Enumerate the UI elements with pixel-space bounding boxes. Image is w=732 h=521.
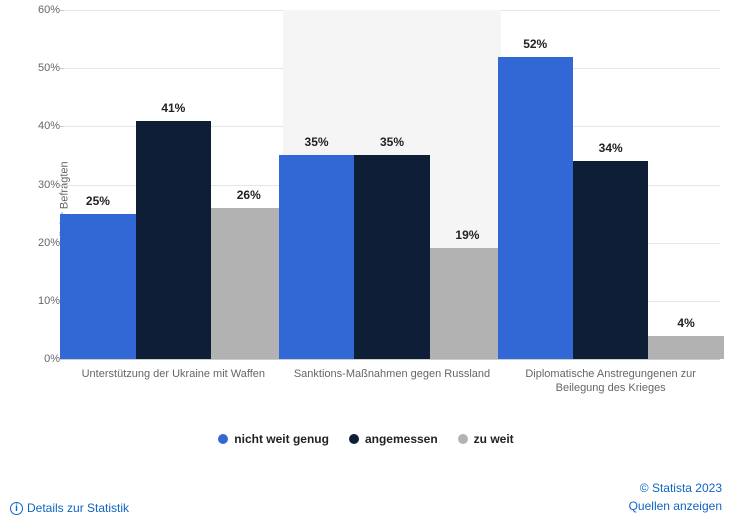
y-tick-mark bbox=[60, 10, 64, 11]
y-tick-label: 50% bbox=[32, 62, 60, 74]
x-category-label: Sanktions-Maßnahmen gegen Russland bbox=[283, 359, 502, 381]
bar-value-label: 35% bbox=[354, 135, 429, 155]
legend-label: nicht weit genug bbox=[234, 432, 329, 446]
x-category-label: Diplomatische Anstregungenen zur Beilegu… bbox=[501, 359, 720, 396]
sources-link[interactable]: Quellen anzeigen bbox=[629, 497, 722, 515]
plot-region: 0%10%20%30%40%50%60%Unterstützung der Uk… bbox=[64, 10, 720, 360]
bar: 34% bbox=[573, 161, 648, 359]
y-tick-label: 10% bbox=[32, 295, 60, 307]
bar-value-label: 35% bbox=[279, 135, 354, 155]
bar-value-label: 4% bbox=[648, 316, 723, 336]
legend: nicht weit genug angemessen zu weit bbox=[0, 432, 732, 447]
bar-value-label: 52% bbox=[498, 37, 573, 57]
bar: 26% bbox=[211, 208, 286, 359]
legend-swatch bbox=[218, 434, 228, 444]
y-tick-mark bbox=[60, 185, 64, 186]
info-icon: i bbox=[10, 502, 23, 515]
bar: 19% bbox=[430, 248, 505, 359]
bar-value-label: 41% bbox=[136, 101, 211, 121]
bar: 52% bbox=[498, 57, 573, 359]
y-tick-label: 30% bbox=[32, 179, 60, 191]
details-link[interactable]: i Details zur Statistik bbox=[10, 501, 129, 515]
bar-value-label: 34% bbox=[573, 141, 648, 161]
legend-label: zu weit bbox=[474, 432, 514, 446]
x-category-label: Unterstützung der Ukraine mit Waffen bbox=[64, 359, 283, 381]
bar: 35% bbox=[354, 155, 429, 359]
legend-swatch bbox=[349, 434, 359, 444]
y-tick-mark bbox=[60, 126, 64, 127]
details-label: Details zur Statistik bbox=[27, 501, 129, 515]
legend-item[interactable]: zu weit bbox=[458, 432, 514, 446]
bar-value-label: 19% bbox=[430, 228, 505, 248]
y-tick-label: 0% bbox=[32, 353, 60, 365]
bar: 41% bbox=[136, 121, 211, 359]
legend-label: angemessen bbox=[365, 432, 438, 446]
copyright-text: © Statista 2023 bbox=[629, 479, 722, 497]
chart-area: Anteil der Befragten 0%10%20%30%40%50%60… bbox=[50, 10, 720, 410]
bar: 25% bbox=[60, 214, 135, 359]
y-tick-mark bbox=[60, 68, 64, 69]
bar-value-label: 25% bbox=[60, 194, 135, 214]
footer: i Details zur Statistik © Statista 2023 … bbox=[10, 475, 722, 515]
legend-item[interactable]: angemessen bbox=[349, 432, 438, 446]
y-tick-label: 60% bbox=[32, 4, 60, 16]
bar: 4% bbox=[648, 336, 723, 359]
legend-swatch bbox=[458, 434, 468, 444]
y-tick-label: 40% bbox=[32, 120, 60, 132]
y-tick-label: 20% bbox=[32, 237, 60, 249]
bar: 35% bbox=[279, 155, 354, 359]
bar-value-label: 26% bbox=[211, 188, 286, 208]
legend-item[interactable]: nicht weit genug bbox=[218, 432, 329, 446]
